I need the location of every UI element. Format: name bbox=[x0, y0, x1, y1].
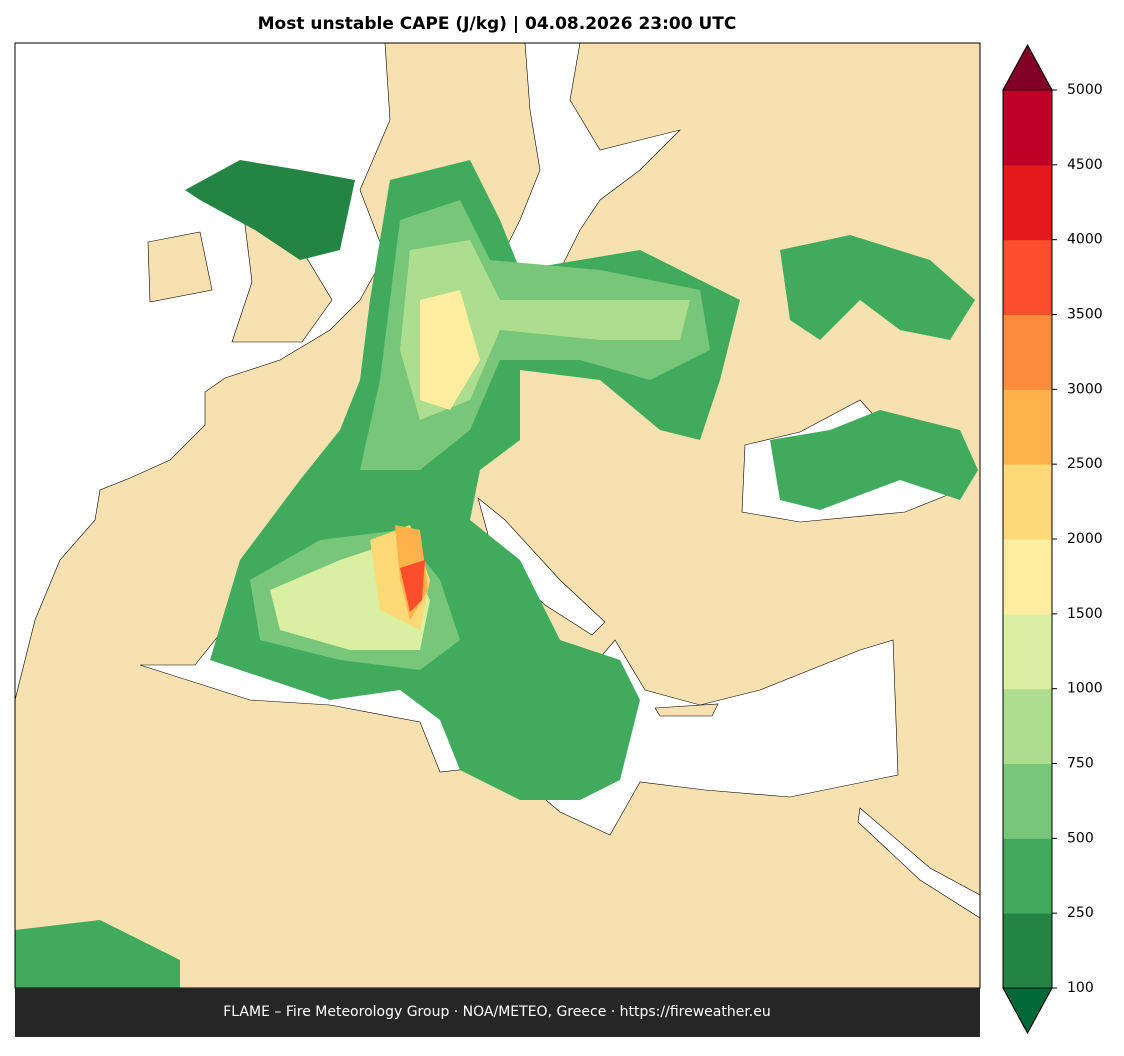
crete bbox=[654, 703, 719, 717]
colorbar: 100 250 500 750 1000 1500 2000 2500 3000 3500 4000… bbox=[1002, 43, 1103, 1035]
colorbar-tick-label: 3500 bbox=[1067, 307, 1103, 323]
colorbar-segment bbox=[1003, 239, 1052, 315]
colorbar-tick-label: 3000 bbox=[1067, 381, 1103, 397]
colorbar-segment bbox=[1003, 314, 1052, 390]
colorbar-tick-label: 500 bbox=[1067, 830, 1094, 846]
colorbar-tick-label: 2000 bbox=[1067, 531, 1103, 547]
cape-field bbox=[15, 160, 978, 988]
footer-text: FLAME – Fire Meteorology Group · NOA/MET… bbox=[223, 1004, 771, 1020]
colorbar-segment bbox=[1003, 464, 1052, 540]
colorbar-tick-label: 2500 bbox=[1067, 456, 1103, 472]
colorbar-segment bbox=[1003, 838, 1052, 914]
colorbar-tick-label: 4000 bbox=[1067, 232, 1103, 248]
map bbox=[15, 43, 980, 988]
colorbar-segment bbox=[1003, 164, 1052, 241]
colorbar-segment bbox=[1003, 688, 1052, 764]
colorbar-tick-label: 5000 bbox=[1067, 82, 1103, 98]
map-title: Most unstable CAPE (J/kg) | 04.08.2026 2… bbox=[258, 14, 737, 34]
colorbar-segment bbox=[1003, 90, 1052, 166]
colorbar-tick-label: 1500 bbox=[1067, 606, 1103, 622]
baltic bbox=[499, 43, 681, 281]
colorbar-segment bbox=[1003, 539, 1052, 615]
colorbar-tick-label: 100 bbox=[1067, 980, 1094, 996]
colorbar-segment bbox=[1003, 763, 1052, 839]
red-sea bbox=[857, 807, 980, 919]
colorbar-tick-label: 250 bbox=[1067, 905, 1094, 921]
colorbar-tick-label: 1000 bbox=[1067, 681, 1103, 697]
colorbar-segment bbox=[1003, 613, 1052, 690]
ireland bbox=[147, 231, 213, 303]
colorbar-segment bbox=[1003, 389, 1052, 465]
colorbar-tick-label: 750 bbox=[1067, 756, 1094, 772]
footer-bar bbox=[15, 988, 980, 1037]
colorbar-segment bbox=[1003, 913, 1052, 989]
colorbar-under bbox=[1002, 987, 1053, 1034]
colorbar-tick-label: 4500 bbox=[1067, 157, 1103, 173]
colorbar-over bbox=[1002, 44, 1053, 91]
